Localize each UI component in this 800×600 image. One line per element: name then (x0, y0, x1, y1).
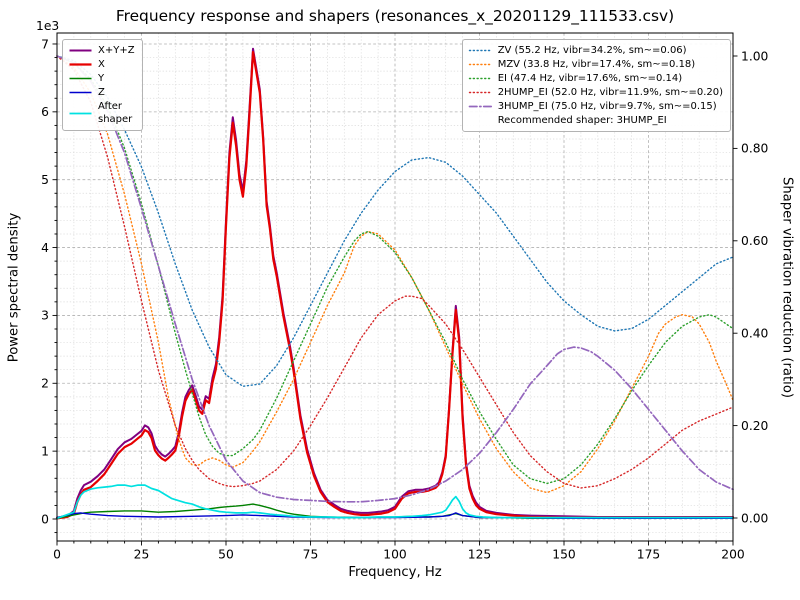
x-tick-label: 175 (637, 548, 660, 562)
legend-swatch-2hump_ei (468, 91, 492, 94)
legend-item-z: Z (68, 86, 135, 99)
y-left-tick-label: 4 (41, 241, 49, 255)
x-tick-label: 200 (721, 548, 744, 562)
curve-shaper-mzv (56, 55, 734, 494)
y-axis-offset-text: 1e3 (36, 19, 60, 33)
legend-swatch-z (69, 91, 92, 94)
y-right-tick-label: 0.80 (741, 142, 768, 156)
curve-psd-x (55, 51, 735, 520)
legend-psd: X+Y+Z X Y Z After shaper (62, 39, 143, 131)
legend-swatch-xyz (69, 49, 92, 52)
legend-swatch-zv (468, 49, 492, 52)
y-right-tick-label: 0.00 (741, 511, 768, 525)
legend-item-ei: EI (47.4 Hz, vibr=17.6%, sm~=0.14) (468, 72, 723, 85)
x-axis-label: Frequency, Hz (348, 565, 442, 580)
y-left-tick-label: 2 (41, 377, 49, 391)
y-right-tick-label: 1.00 (741, 49, 768, 63)
x-tick-label: 50 (218, 548, 234, 562)
legend-shapers: ZV (55.2 Hz, vibr=34.2%, sm~=0.06) MZV (3… (461, 39, 731, 132)
curve-shaper-2hump_ei (56, 55, 734, 489)
legend-swatch-mzv (468, 63, 492, 66)
legend-item-3hump_ei: 3HUMP_EI (75.0 Hz, vibr=9.7%, sm~=0.15) (468, 100, 723, 113)
legend-item-2hump_ei: 2HUMP_EI (52.0 Hz, vibr=11.9%, sm~=0.20) (468, 86, 723, 99)
legend-label-mzv: MZV (33.8 Hz, vibr=17.4%, sm~=0.18) (497, 59, 696, 70)
x-tick-label: 125 (468, 548, 491, 562)
legend-item-after_shaper: After shaper (68, 100, 135, 126)
legend-swatch-ei (468, 77, 492, 80)
legend-label-z: Z (98, 87, 105, 98)
curve-shaper-zv (56, 55, 734, 387)
curve-psd-after_shaper (56, 484, 734, 520)
y-left-tick-label: 3 (41, 309, 49, 323)
y-left-tick-label: 6 (41, 105, 49, 119)
y-left-tick-label: 0 (41, 512, 49, 526)
x-tick-label: 0 (53, 548, 61, 562)
legend-label-recommended: Recommended shaper: 3HUMP_EI (497, 115, 667, 126)
x-tick-label: 100 (383, 548, 406, 562)
legend-label-2hump_ei: 2HUMP_EI (52.0 Hz, vibr=11.9%, sm~=0.20) (497, 87, 723, 98)
legend-item-x: X (68, 58, 135, 71)
legend-item-y: Y (68, 72, 135, 85)
legend-item-zv: ZV (55.2 Hz, vibr=34.2%, sm~=0.06) (468, 44, 723, 57)
y-right-tick-label: 0.40 (741, 327, 768, 341)
legend-label-ei: EI (47.4 Hz, vibr=17.6%, sm~=0.14) (497, 73, 683, 84)
legend-label-3hump_ei: 3HUMP_EI (75.0 Hz, vibr=9.7%, sm~=0.15) (497, 101, 717, 112)
legend-label-zv: ZV (55.2 Hz, vibr=34.2%, sm~=0.06) (497, 45, 687, 56)
legend-label-x: X (98, 59, 105, 70)
curve-shaper-3hump_ei (56, 55, 734, 503)
x-tick-label: 25 (134, 548, 150, 562)
legend-swatch-y (69, 77, 92, 80)
chart-title: Frequency response and shapers (resonanc… (115, 7, 675, 25)
y-left-tick-label: 5 (41, 173, 49, 187)
y-right-tick-label: 0.20 (741, 419, 768, 433)
legend-swatch-x (69, 63, 92, 66)
y-left-tick-label: 1 (41, 444, 49, 458)
legend-label-after_shaper: After shaper (98, 101, 133, 125)
legend-label-xyz: X+Y+Z (98, 45, 135, 56)
y-right-tick-label: 0.60 (741, 234, 768, 248)
x-tick-label: 150 (552, 548, 575, 562)
legend-swatch-after_shaper (69, 112, 92, 114)
curve-shaper-ei (56, 55, 734, 485)
x-tick-label: 75 (303, 548, 319, 562)
legend-item-mzv: MZV (33.8 Hz, vibr=17.4%, sm~=0.18) (468, 58, 723, 71)
legend-label-y: Y (98, 73, 105, 84)
legend-swatch-3hump_ei (468, 105, 493, 108)
legend-item-recommended: Recommended shaper: 3HUMP_EI (468, 114, 723, 127)
y-left-tick-label: 7 (41, 37, 49, 51)
legend-item-xyz: X+Y+Z (68, 44, 135, 57)
